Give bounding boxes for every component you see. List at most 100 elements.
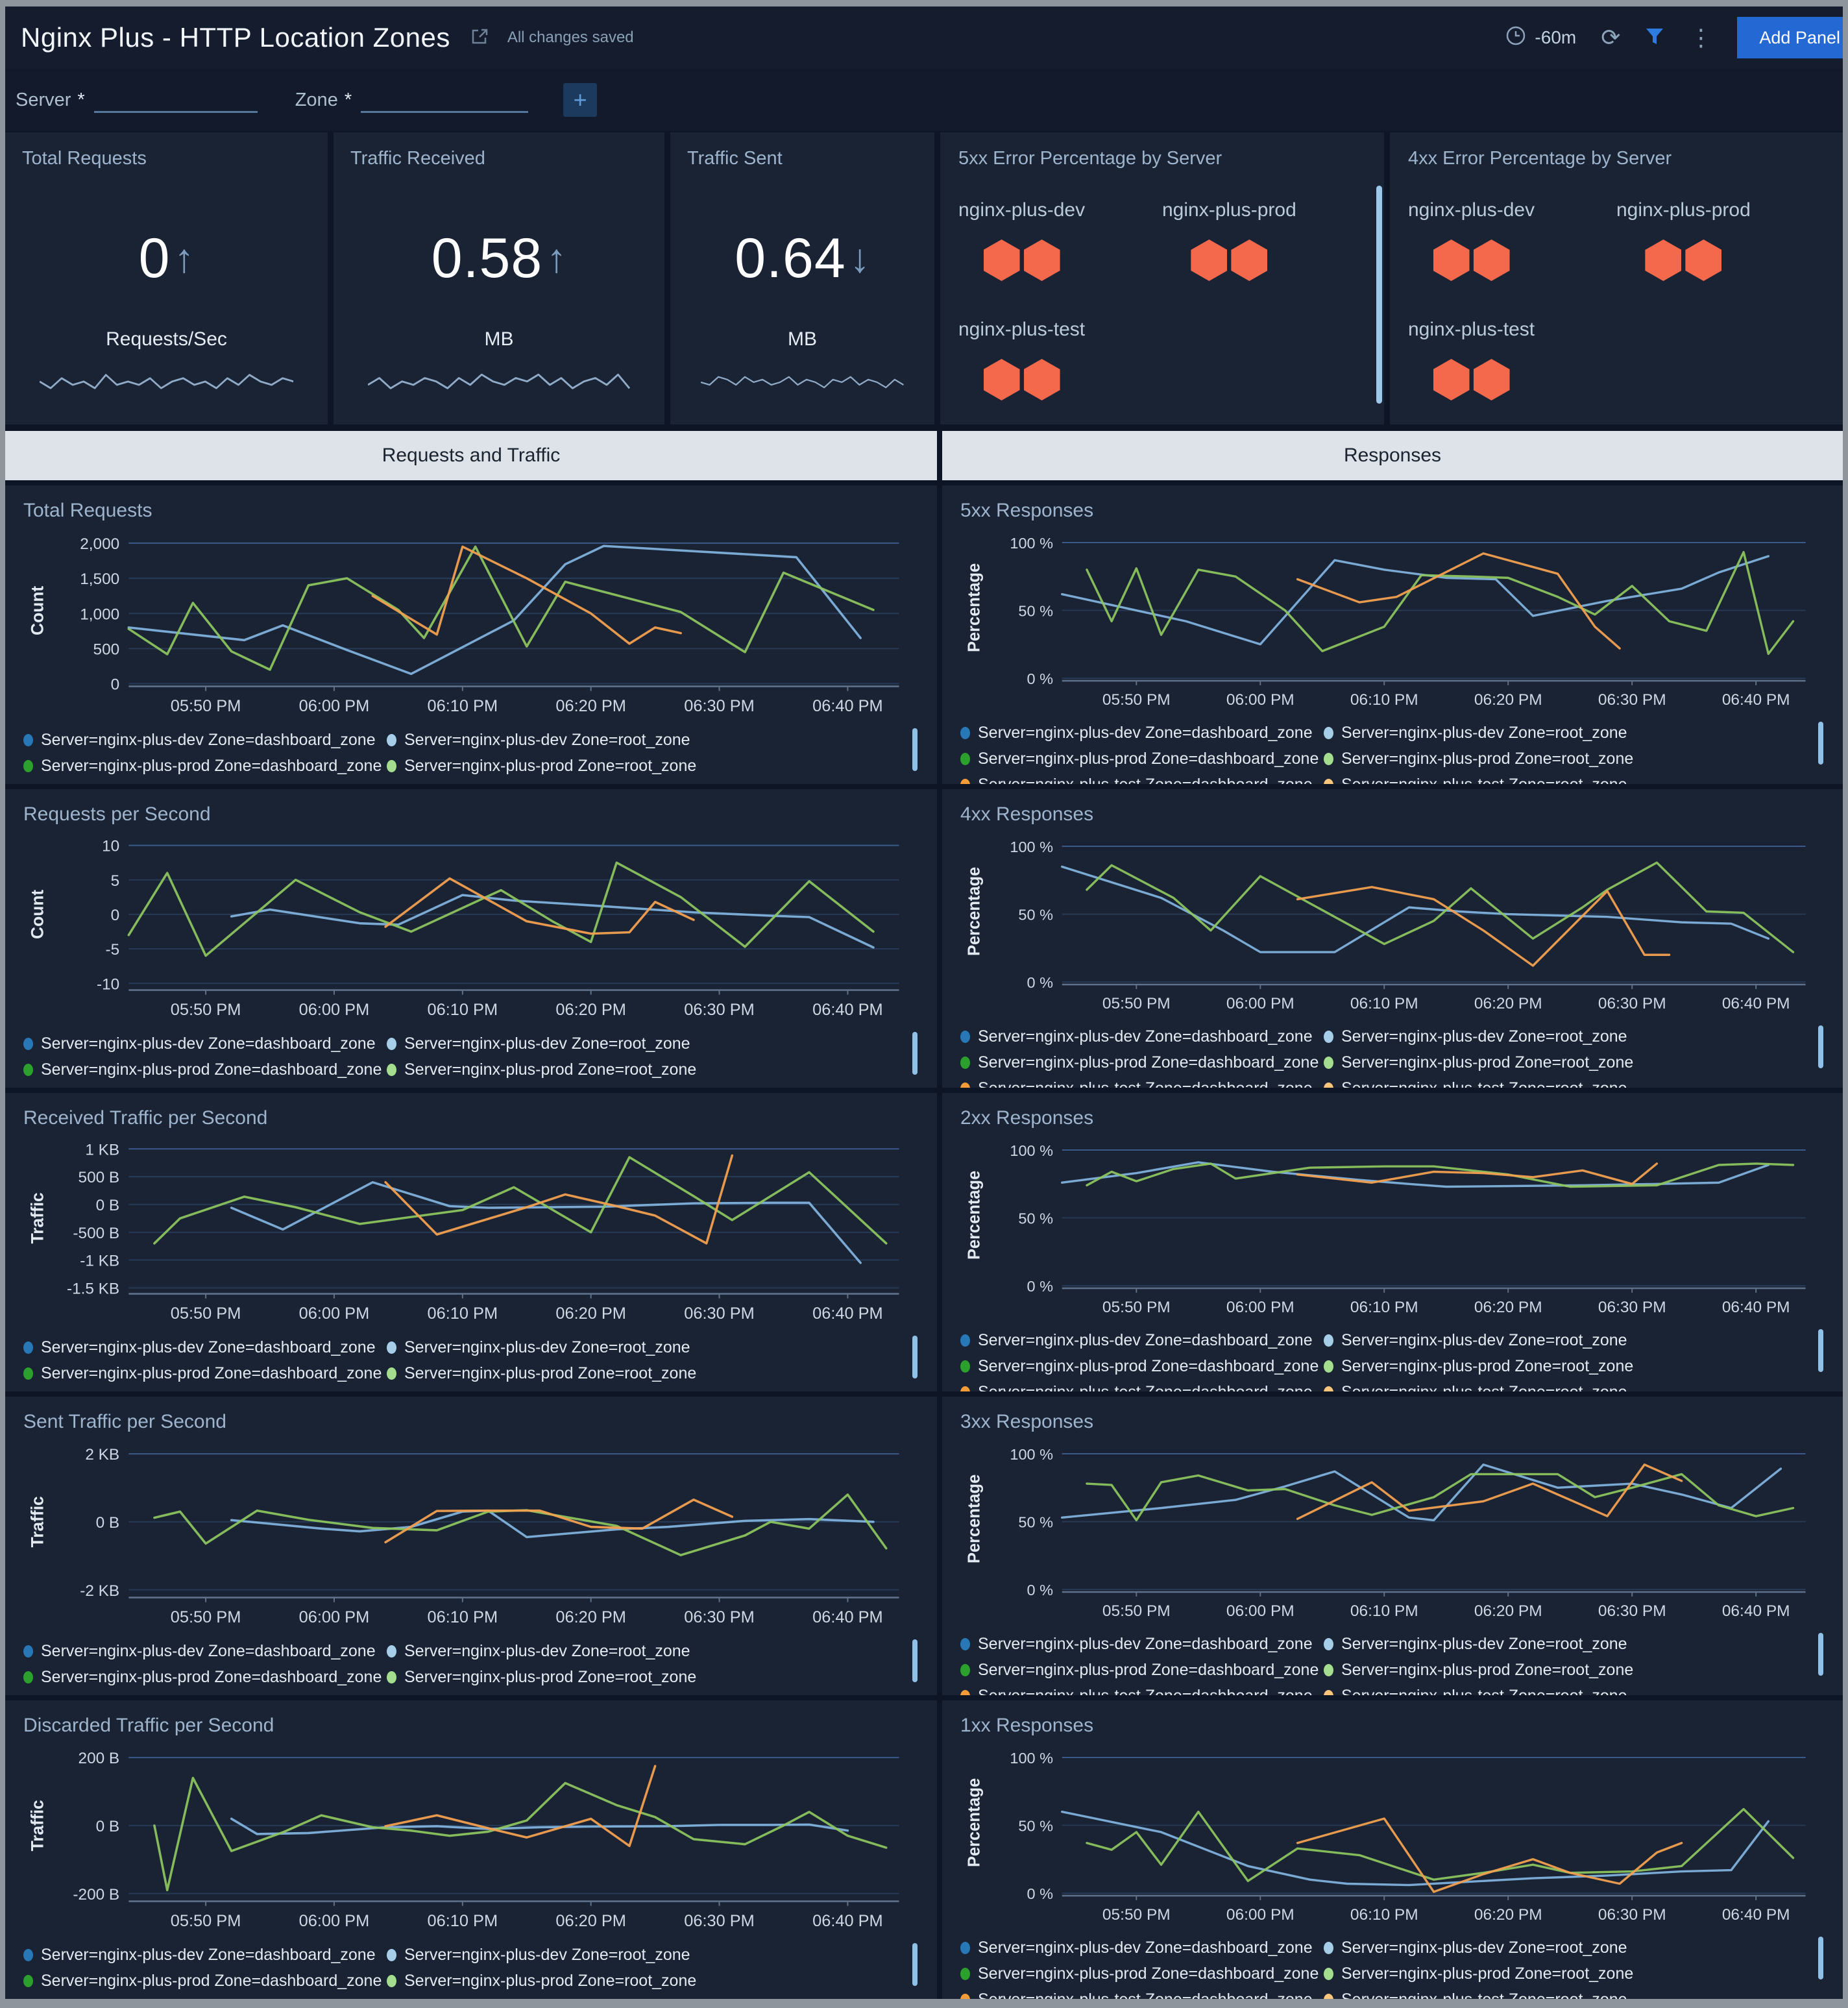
legend-item[interactable]: Server=nginx-plus-test Zone=root_zone xyxy=(1324,1684,1825,1695)
legend-item[interactable]: Server=nginx-plus-dev Zone=dashboard_zon… xyxy=(23,727,387,753)
legend-item[interactable]: Server=nginx-plus-test Zone=dashboard_zo… xyxy=(960,1684,1324,1695)
legend-item[interactable]: Server=nginx-plus-prod Zone=root_zone xyxy=(387,753,919,779)
honeycomb-cell[interactable] xyxy=(1191,239,1228,281)
legend-item[interactable]: Server=nginx-plus-dev Zone=root_zone xyxy=(1324,1024,1825,1050)
legend-item[interactable]: Server=nginx-plus-dev Zone=root_zone xyxy=(1324,1632,1825,1658)
legend-item[interactable]: Server=nginx-plus-dev Zone=dashboard_zon… xyxy=(960,720,1324,746)
legend-item[interactable]: Server=nginx-plus-prod Zone=root_zone xyxy=(387,1664,919,1690)
legend-item[interactable]: Server=nginx-plus-prod Zone=root_zone xyxy=(387,1968,919,1994)
legend-item[interactable]: Server=nginx-plus-test Zone=root_zone xyxy=(387,1690,919,1695)
honeycomb-cell[interactable] xyxy=(983,239,1020,281)
refresh-icon[interactable]: ⟳ xyxy=(1601,24,1621,51)
legend-item[interactable]: Server=nginx-plus-prod Zone=root_zone xyxy=(1324,746,1825,772)
honeycomb-cell[interactable] xyxy=(1473,359,1510,400)
legend-item[interactable]: Server=nginx-plus-test Zone=root_zone xyxy=(1324,1987,1825,1999)
time-range-control[interactable]: -60m xyxy=(1505,25,1576,51)
honeycomb-cell[interactable] xyxy=(1433,359,1470,400)
legend-item[interactable]: Server=nginx-plus-prod Zone=root_zone xyxy=(1324,1050,1825,1076)
legend-item[interactable]: Server=nginx-plus-test Zone=root_zone xyxy=(1324,1076,1825,1088)
server-filter-input[interactable] xyxy=(93,87,258,113)
legend-item[interactable]: Server=nginx-plus-dev Zone=dashboard_zon… xyxy=(23,1942,387,1968)
add-panel-button[interactable]: Add Panel xyxy=(1737,17,1843,58)
legend-item[interactable]: Server=nginx-plus-prod Zone=dashboard_zo… xyxy=(960,1961,1324,1987)
legend-item[interactable]: Server=nginx-plus-dev Zone=dashboard_zon… xyxy=(960,1935,1324,1961)
legend-item[interactable]: Server=nginx-plus-test Zone=root_zone xyxy=(1324,1380,1825,1391)
kebab-menu-icon[interactable]: ⋮ xyxy=(1689,24,1713,51)
legend-item[interactable]: Server=nginx-plus-prod Zone=dashboard_zo… xyxy=(23,1057,387,1083)
legend-item[interactable]: Server=nginx-plus-dev Zone=dashboard_zon… xyxy=(23,1638,387,1664)
legend-scrollbar[interactable] xyxy=(912,1943,918,1987)
legend-item[interactable]: Server=nginx-plus-test Zone=root_zone xyxy=(387,1994,919,1999)
chart-plot[interactable]: 200 B 0 B -200 B 05:50 PM 06:00 PM 06:10 PM 06… xyxy=(23,1742,919,1939)
legend-item[interactable]: Server=nginx-plus-test Zone=dashboard_zo… xyxy=(23,1083,387,1088)
legend-item[interactable]: Server=nginx-plus-dev Zone=root_zone xyxy=(387,1334,919,1360)
chart-plot[interactable]: 100 % 50 % 0 % 05:50 PM 06:00 PM 06:10 PM 06:2… xyxy=(960,1134,1825,1325)
legend-item[interactable]: Server=nginx-plus-dev Zone=root_zone xyxy=(387,1638,919,1664)
legend-item[interactable]: Server=nginx-plus-dev Zone=root_zone xyxy=(1324,720,1825,746)
chart-plot[interactable]: 100 % 50 % 0 % 05:50 PM 06:00 PM 06:10 PM 06:2… xyxy=(960,527,1825,718)
honeycomb-cell[interactable] xyxy=(1023,239,1060,281)
legend-item[interactable]: Server=nginx-plus-dev Zone=dashboard_zon… xyxy=(960,1632,1324,1658)
legend-item[interactable]: Server=nginx-plus-test Zone=dashboard_zo… xyxy=(23,1386,387,1391)
honeycomb-cell[interactable] xyxy=(1231,239,1268,281)
legend-item[interactable]: Server=nginx-plus-test Zone=dashboard_zo… xyxy=(23,1690,387,1695)
legend-item[interactable]: Server=nginx-plus-test Zone=root_zone xyxy=(387,1083,919,1088)
legend-item[interactable]: Server=nginx-plus-dev Zone=root_zone xyxy=(387,727,919,753)
legend-item[interactable]: Server=nginx-plus-test Zone=root_zone xyxy=(1324,772,1825,784)
honeycomb-cell[interactable] xyxy=(983,359,1020,400)
chart-plot[interactable]: 100 % 50 % 0 % 05:50 PM 06:00 PM 06:10 PM 06:2… xyxy=(960,831,1825,1022)
legend-item[interactable]: Server=nginx-plus-prod Zone=dashboard_zo… xyxy=(23,753,387,779)
panel-scrollbar[interactable] xyxy=(1376,186,1382,404)
legend-item[interactable]: Server=nginx-plus-test Zone=dashboard_zo… xyxy=(960,772,1324,784)
chart-plot[interactable]: 2,000 1,500 1,000 500 0 05:50 PM 06:00 PM 06:10… xyxy=(23,527,919,724)
legend-item[interactable]: Server=nginx-plus-test Zone=dashboard_zo… xyxy=(23,1994,387,1999)
legend-item[interactable]: Server=nginx-plus-prod Zone=dashboard_zo… xyxy=(960,1050,1324,1076)
legend-item[interactable]: Server=nginx-plus-dev Zone=dashboard_zon… xyxy=(960,1328,1324,1354)
legend-item[interactable]: Server=nginx-plus-prod Zone=dashboard_zo… xyxy=(23,1968,387,1994)
legend-item[interactable]: Server=nginx-plus-prod Zone=dashboard_zo… xyxy=(23,1360,387,1386)
filter-icon[interactable] xyxy=(1645,27,1664,49)
chart-plot[interactable]: 100 % 50 % 0 % 05:50 PM 06:00 PM 06:10 PM 06:2… xyxy=(960,1742,1825,1933)
honeycomb-cell[interactable] xyxy=(1023,359,1060,400)
section-header-responses[interactable]: Responses xyxy=(942,431,1843,480)
legend-scrollbar[interactable] xyxy=(1818,1328,1823,1372)
legend-item[interactable]: Server=nginx-plus-test Zone=root_zone xyxy=(387,779,919,784)
legend-item[interactable]: Server=nginx-plus-prod Zone=root_zone xyxy=(387,1360,919,1386)
legend-scrollbar[interactable] xyxy=(912,1639,918,1683)
legend-item[interactable]: Server=nginx-plus-dev Zone=root_zone xyxy=(387,1031,919,1057)
chart-plot[interactable]: 1 KB 500 B 0 B -500 B -1 KB -1.5 KB 05:50 PM 06… xyxy=(23,1134,919,1332)
legend-scrollbar[interactable] xyxy=(912,1336,918,1379)
add-filter-button[interactable]: + xyxy=(563,83,598,117)
legend-scrollbar[interactable] xyxy=(1818,721,1823,765)
legend-scrollbar[interactable] xyxy=(1818,1025,1823,1068)
legend-item[interactable]: Server=nginx-plus-dev Zone=root_zone xyxy=(387,1942,919,1968)
section-header-requests-and-traffic[interactable]: Requests and Traffic xyxy=(5,431,937,480)
legend-item[interactable]: Server=nginx-plus-prod Zone=root_zone xyxy=(387,1057,919,1083)
legend-item[interactable]: Server=nginx-plus-test Zone=dashboard_zo… xyxy=(960,1076,1324,1088)
legend-item[interactable]: Server=nginx-plus-test Zone=root_zone xyxy=(387,1386,919,1391)
chart-plot[interactable]: 10 5 0 -5 -10 05:50 PM 06:00 PM 06:10 PM 06:20 P… xyxy=(23,831,919,1028)
legend-item[interactable]: Server=nginx-plus-test Zone=dashboard_zo… xyxy=(23,779,387,784)
chart-plot[interactable]: 2 KB 0 B -2 KB 05:50 PM 06:00 PM 06:10 PM 06:2… xyxy=(23,1438,919,1635)
honeycomb-cell[interactable] xyxy=(1473,239,1510,281)
zone-filter-input[interactable] xyxy=(361,87,529,113)
legend-item[interactable]: Server=nginx-plus-test Zone=dashboard_zo… xyxy=(960,1380,1324,1391)
legend-scrollbar[interactable] xyxy=(1818,1936,1823,1979)
legend-item[interactable]: Server=nginx-plus-prod Zone=root_zone xyxy=(1324,1658,1825,1684)
legend-item[interactable]: Server=nginx-plus-dev Zone=root_zone xyxy=(1324,1328,1825,1354)
honeycomb-cell[interactable] xyxy=(1645,239,1682,281)
legend-scrollbar[interactable] xyxy=(1818,1632,1823,1676)
legend-item[interactable]: Server=nginx-plus-prod Zone=root_zone xyxy=(1324,1354,1825,1380)
legend-scrollbar[interactable] xyxy=(912,1032,918,1075)
legend-item[interactable]: Server=nginx-plus-prod Zone=root_zone xyxy=(1324,1961,1825,1987)
legend-item[interactable]: Server=nginx-plus-prod Zone=dashboard_zo… xyxy=(960,1354,1324,1380)
legend-item[interactable]: Server=nginx-plus-prod Zone=dashboard_zo… xyxy=(23,1664,387,1690)
share-icon[interactable] xyxy=(468,25,491,51)
legend-item[interactable]: Server=nginx-plus-dev Zone=root_zone xyxy=(1324,1935,1825,1961)
honeycomb-cell[interactable] xyxy=(1433,239,1470,281)
legend-item[interactable]: Server=nginx-plus-dev Zone=dashboard_zon… xyxy=(23,1031,387,1057)
legend-item[interactable]: Server=nginx-plus-test Zone=dashboard_zo… xyxy=(960,1987,1324,1999)
honeycomb-cell[interactable] xyxy=(1685,239,1722,281)
legend-item[interactable]: Server=nginx-plus-prod Zone=dashboard_zo… xyxy=(960,746,1324,772)
legend-scrollbar[interactable] xyxy=(912,728,918,772)
